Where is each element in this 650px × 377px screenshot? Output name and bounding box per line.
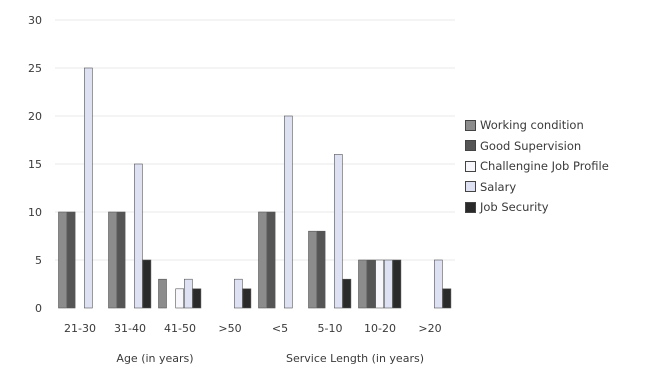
y-tick-label: 25 bbox=[28, 62, 42, 75]
bar bbox=[442, 288, 452, 309]
x-tick-label: 5-10 bbox=[318, 322, 343, 335]
legend-item: Good Supervision bbox=[465, 136, 645, 157]
y-tick-label: 10 bbox=[28, 206, 42, 219]
y-axis-ticks: 0 5 10 15 20 25 30 bbox=[28, 14, 42, 315]
x-tick-label: 31-40 bbox=[114, 322, 146, 335]
legend-label: Challengine Job Profile bbox=[480, 159, 609, 174]
bar bbox=[116, 211, 126, 309]
legend-item: Working condition bbox=[465, 115, 645, 136]
x-tick-label: 41-50 bbox=[164, 322, 196, 335]
y-tick-label: 0 bbox=[35, 302, 42, 315]
bar bbox=[283, 115, 293, 309]
bar bbox=[175, 288, 184, 309]
bar bbox=[342, 278, 352, 309]
bar bbox=[192, 288, 202, 309]
y-tick-label: 15 bbox=[28, 158, 42, 171]
legend-swatch bbox=[465, 119, 476, 131]
legend-label: Salary bbox=[480, 179, 517, 194]
bar bbox=[258, 211, 267, 309]
legend-swatch bbox=[465, 160, 476, 172]
y-tick-label: 5 bbox=[35, 254, 42, 267]
bar bbox=[433, 259, 443, 309]
y-tick-label: 20 bbox=[28, 110, 42, 123]
bar bbox=[308, 230, 317, 309]
x-group-label: Service Length (in years) bbox=[286, 352, 424, 365]
bar bbox=[358, 259, 367, 309]
bar bbox=[158, 278, 167, 309]
bars bbox=[58, 67, 452, 309]
x-tick-label: 21-30 bbox=[64, 322, 96, 335]
bar bbox=[392, 259, 402, 309]
bar bbox=[234, 278, 243, 309]
x-axis-group-labels: Age (in years) Service Length (in years) bbox=[116, 352, 424, 365]
legend-label: Job Security bbox=[480, 200, 549, 215]
bar bbox=[108, 211, 117, 309]
bar bbox=[184, 278, 193, 309]
x-axis-ticks: 21-30 31-40 41-50 >50 <5 5-10 10-20 >20 bbox=[64, 322, 442, 335]
bar bbox=[58, 211, 67, 309]
bar bbox=[375, 259, 385, 309]
legend-label: Working condition bbox=[480, 118, 584, 133]
legend-swatch bbox=[465, 181, 476, 193]
bar bbox=[383, 259, 393, 309]
bar bbox=[242, 288, 252, 309]
x-tick-label: >50 bbox=[218, 322, 241, 335]
y-tick-label: 30 bbox=[28, 14, 42, 27]
bar bbox=[84, 67, 93, 309]
legend-label: Good Supervision bbox=[480, 138, 582, 153]
legend-swatch bbox=[465, 140, 476, 152]
bar bbox=[333, 154, 343, 309]
bar bbox=[316, 230, 326, 309]
legend-item: Job Security bbox=[465, 197, 645, 218]
x-tick-label: >20 bbox=[418, 322, 441, 335]
bar bbox=[142, 259, 152, 309]
bar bbox=[134, 163, 143, 309]
legend-swatch bbox=[465, 201, 476, 213]
legend-item: Challengine Job Profile bbox=[465, 156, 645, 177]
legend-item: Salary bbox=[465, 177, 645, 198]
x-group-label: Age (in years) bbox=[116, 352, 193, 365]
x-tick-label: <5 bbox=[272, 322, 288, 335]
bar bbox=[66, 211, 76, 309]
x-tick-label: 10-20 bbox=[364, 322, 396, 335]
bar bbox=[266, 211, 276, 309]
bar bbox=[366, 259, 376, 309]
legend: Working condition Good Supervision Challen… bbox=[465, 115, 645, 218]
